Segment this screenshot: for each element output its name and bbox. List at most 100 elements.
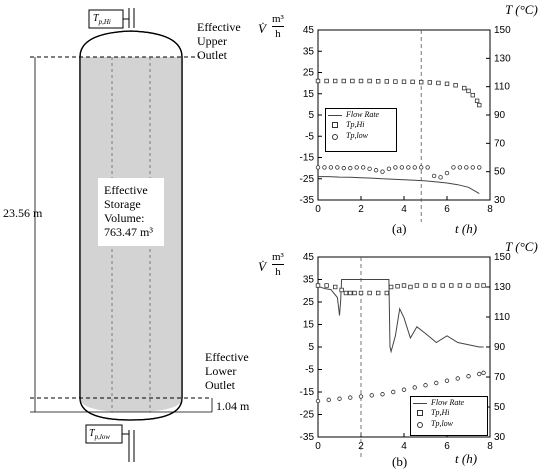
chart-b-left-label: V̇ [258,259,266,274]
point-tp-hi [343,290,349,296]
point-tp-low [337,396,342,401]
legend-tp-low-b: Tp,low [431,419,454,428]
point-tp-low [451,165,456,170]
point-tp-hi [466,283,471,288]
chart-b-xlabel: t (h) [455,451,478,466]
point-tp-low [406,165,411,170]
point-tp-low [328,165,334,170]
point-tp-low [348,395,353,400]
lower-outlet-label: Effective Lower Outlet [205,350,249,392]
point-tp-hi [408,284,413,290]
y-right-tick-label: 130 [494,53,511,64]
x-tick-label: 6 [444,441,450,452]
y-left-tick-label: 5 [308,342,314,353]
bottom-offset-label: 1.04 m [216,399,250,413]
y-left-tick-label: -35 [300,195,315,206]
chart-b-legend: Flow Rate Tp,Hi Tp,low [410,396,488,436]
point-tp-hi [332,78,338,84]
height-label: 23.56 m [3,206,43,220]
legend-tp-hi: Tp,Hi [346,120,365,129]
point-tp-low [444,170,450,176]
point-tp-hi [393,79,398,84]
sensor-top-label: Tp,Hi [93,13,111,26]
x-tick-label: 0 [315,441,321,452]
x-tick-label: 0 [315,204,321,215]
series-flow-rate [318,176,480,195]
volume-label-box [98,178,164,246]
y-left-tick-label: -15 [300,153,315,164]
chart-a-panel-label: (a) [392,221,407,236]
y-right-tick-label: 90 [494,110,506,121]
y-left-tick-label: -5 [305,365,314,376]
point-tp-hi [332,284,338,290]
point-tp-low [341,165,346,171]
point-tp-low [412,165,417,170]
point-tp-hi [466,88,471,94]
point-tp-low [477,371,482,377]
point-tp-low [477,165,482,170]
y-right-tick-label: 70 [494,138,506,149]
y-right-tick-label: 30 [494,195,506,206]
point-tp-hi [418,79,424,85]
y-left-tick-label: -35 [300,432,315,443]
y-left-tick-label: 25 [303,68,315,79]
y-right-tick-label: 30 [494,432,506,443]
chart-a-unit: m³ h [272,13,284,40]
y-left-tick-label: 45 [303,25,315,36]
point-tp-low [481,370,486,376]
point-tp-low [326,397,331,403]
volume-label: Effective Storage Volume: 763.47 m³ [104,183,153,239]
upper-outlet-label: Effective Upper Outlet [197,20,241,62]
point-tp-hi [375,290,381,296]
legend-tp-low: Tp,low [346,131,369,140]
y-right-tick-label: 90 [494,342,506,353]
point-tp-low [412,385,417,390]
point-tp-hi [481,283,486,288]
y-right-tick-label: 110 [494,312,510,323]
point-tp-low [373,168,379,173]
point-tp-low [423,383,428,388]
point-tp-hi [375,79,381,84]
point-tp-low [438,175,443,180]
point-tp-hi [423,283,428,288]
point-tp-hi [324,283,329,288]
y-right-tick-label: 50 [494,402,506,413]
point-tp-hi [457,283,463,288]
y-left-tick-label: -25 [300,410,315,421]
point-tp-hi [470,92,475,98]
legend-tp-hi-b: Tp,Hi [431,408,450,417]
point-tp-low [455,376,460,381]
y-left-tick-label: 5 [308,110,314,121]
y-left-tick-label: -25 [300,174,315,185]
chart-a-xlabel: t (h) [455,221,478,236]
point-tp-hi [350,78,355,84]
point-tp-hi [367,78,372,84]
point-tp-low [358,394,364,399]
point-tp-hi [453,83,458,88]
point-tp-low [386,166,392,172]
y-left-tick-label: 15 [303,320,315,331]
y-left-tick-label: -5 [305,131,314,142]
point-tp-hi [348,290,353,296]
series-flow-rate [317,279,484,354]
point-tp-hi [440,283,445,288]
point-tp-hi [339,287,344,293]
point-tp-low [431,173,437,179]
chart-a-right-label: T (°C) [505,2,538,17]
point-tp-low [315,398,321,404]
point-tp-low [434,380,439,386]
point-tp-low [470,165,475,170]
chart-b-unit: m³ h [272,251,284,278]
chart-a-left-label: V̇ [258,21,266,36]
point-tp-low [322,165,327,170]
x-tick-label: 4 [401,204,407,215]
point-tp-hi [436,80,441,86]
legend-flow-rate-b: Flow Rate [431,398,465,407]
point-tp-hi [367,290,372,296]
y-right-tick-label: 70 [494,372,506,383]
point-tp-hi [414,283,420,288]
point-tp-hi [444,81,450,87]
point-tp-hi [461,85,467,91]
y-left-tick-label: 45 [303,252,315,263]
point-tp-low [380,392,385,397]
